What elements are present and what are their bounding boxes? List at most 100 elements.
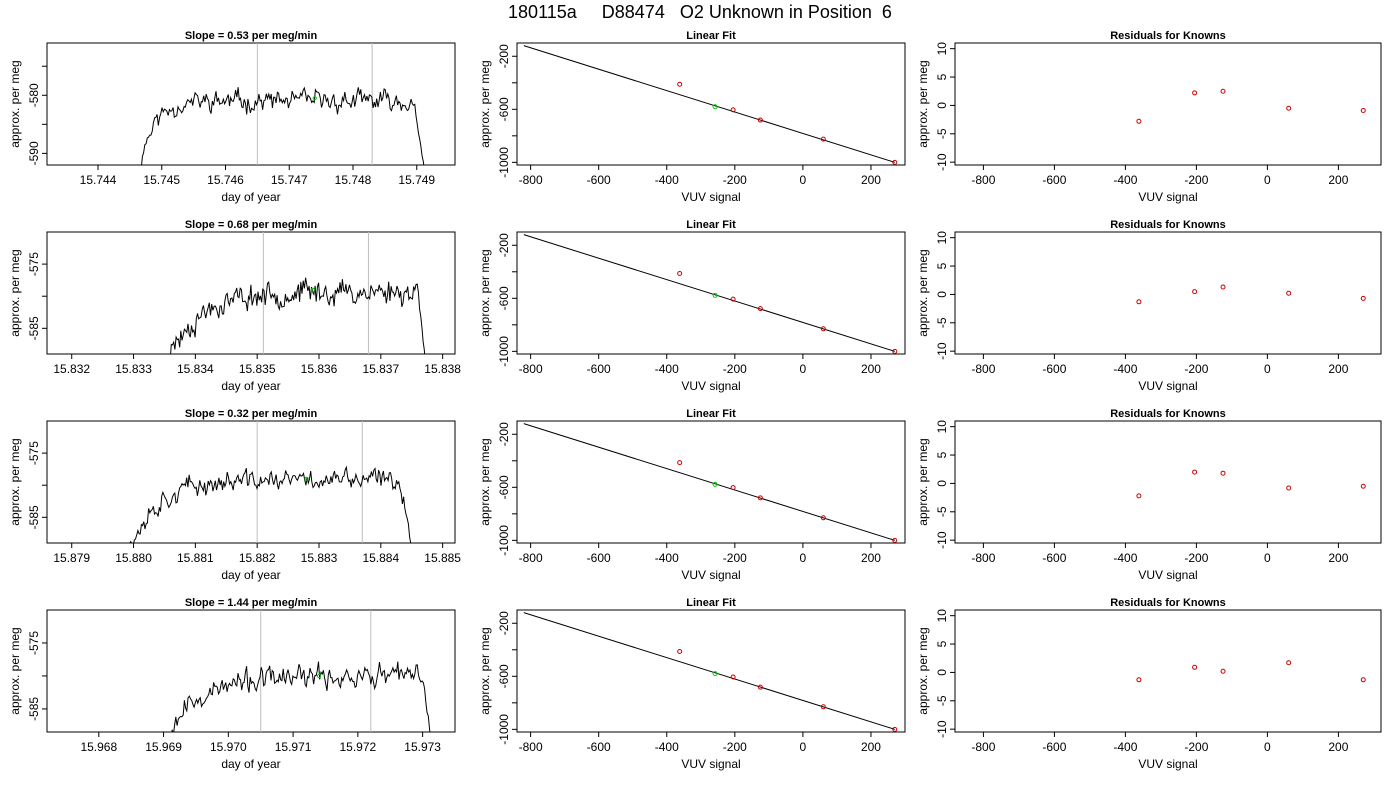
x-tick-label: -400 (1113, 362, 1137, 376)
unknown-mean-point (316, 673, 322, 679)
x-axis-label: day of year (221, 190, 280, 204)
x-tick-label: -800 (971, 173, 995, 187)
x-axis-label: VUV signal (681, 379, 740, 393)
plot-frame (516, 609, 906, 733)
x-tick-label: -600 (587, 740, 611, 754)
known-point (820, 326, 826, 332)
unknown-point (712, 104, 718, 110)
timeseries-panel-3: Slope = 0.32 per meg/min 15.879 15.880 15.8… (8, 408, 461, 582)
known-point (820, 704, 826, 710)
y-tick-label: 0 (935, 291, 949, 298)
x-tick-label: 15.880 (115, 551, 152, 565)
y-tick-label: -585 (27, 316, 41, 340)
x-tick-label: 200 (1328, 362, 1348, 376)
y-axis-label: approx. per meg (478, 627, 492, 714)
x-tick-label: -800 (971, 362, 995, 376)
residual-point (1136, 118, 1142, 124)
y-axis-label: approx. per meg (478, 249, 492, 336)
known-point (757, 684, 763, 690)
y-tick-label: -5 (935, 506, 949, 517)
unknown-point (712, 671, 718, 677)
fit-line (523, 234, 895, 352)
x-axis-label: day of year (221, 568, 280, 582)
x-tick-label: -200 (723, 551, 747, 565)
x-tick-label: 200 (861, 740, 881, 754)
x-axis-label: VUV signal (681, 190, 740, 204)
x-tick-label: -800 (519, 362, 543, 376)
plot-frame (46, 231, 456, 355)
timeseries-panel-1: Slope = 0.53 per meg/min 15.744 15.745 15.7… (8, 30, 456, 204)
x-axis-label: day of year (221, 757, 280, 771)
known-point (730, 107, 736, 113)
y-tick-label: 10 (935, 420, 949, 434)
x-tick-label: 15.968 (80, 740, 117, 754)
x-tick-label: -600 (1042, 362, 1066, 376)
x-tick-label: -800 (971, 551, 995, 565)
residual-point (1286, 485, 1292, 491)
known-point (677, 81, 683, 87)
y-tick-label: -10 (935, 720, 949, 738)
x-axis-label: VUV signal (1138, 190, 1197, 204)
known-point (730, 485, 736, 491)
y-tick-label: -575 (27, 441, 41, 465)
residual-point (1192, 90, 1198, 96)
plot-frame (954, 231, 1382, 355)
x-tick-label: -800 (971, 740, 995, 754)
y-tick-label: -600 (497, 475, 511, 499)
residual-point (1286, 660, 1292, 666)
x-tick-label: 0 (800, 551, 807, 565)
y-tick-label: -5 (935, 695, 949, 706)
plot-frame (954, 609, 1382, 733)
x-tick-label: -800 (519, 740, 543, 754)
y-axis-label: approx. per meg (478, 438, 492, 525)
x-tick-label: 200 (1328, 173, 1348, 187)
panel-title: Residuals for Knowns (1110, 219, 1226, 231)
y-tick-label: 0 (935, 480, 949, 487)
x-tick-label: -600 (587, 551, 611, 565)
y-axis-label: approx. per meg (8, 438, 22, 525)
y-tick-label: -590 (27, 141, 41, 165)
unknown-mean-point (312, 96, 317, 101)
y-tick-label: 5 (935, 262, 949, 269)
x-tick-label: 15.832 (53, 362, 90, 376)
known-point (730, 674, 736, 680)
y-tick-label: 10 (935, 231, 949, 245)
y-axis-label: approx. per meg (8, 60, 22, 147)
y-tick-label: -600 (497, 286, 511, 310)
x-tick-label: 15.883 (301, 551, 338, 565)
known-point (892, 537, 898, 543)
x-tick-label: -200 (723, 173, 747, 187)
unknown-point (712, 481, 718, 487)
plot-frame (46, 420, 456, 544)
x-tick-label: 0 (1264, 362, 1271, 376)
x-tick-label: 15.748 (335, 173, 372, 187)
residuals-panel-3: Residuals for Knowns -800 -600 -400 -200 0 200… (916, 408, 1382, 582)
plot-frame (516, 42, 906, 166)
known-point (757, 306, 763, 312)
x-tick-label: 15.747 (271, 173, 308, 187)
known-point (820, 515, 826, 521)
residual-point (1136, 677, 1142, 683)
x-tick-label: 200 (861, 362, 881, 376)
residual-point (1286, 290, 1292, 296)
x-tick-label: 15.835 (239, 362, 276, 376)
x-tick-label: 15.885 (424, 551, 461, 565)
residual-point (1220, 668, 1226, 674)
y-axis-label: approx. per meg (916, 627, 930, 714)
known-point (677, 460, 683, 466)
x-tick-label: 200 (1328, 740, 1348, 754)
x-tick-label: 15.969 (145, 740, 182, 754)
x-tick-label: 0 (800, 362, 807, 376)
x-tick-label: -800 (519, 551, 543, 565)
x-tick-label: 0 (1264, 551, 1271, 565)
y-tick-label: -200 (497, 611, 511, 635)
x-axis-label: day of year (221, 379, 280, 393)
x-tick-label: 200 (861, 551, 881, 565)
x-tick-label: -400 (1113, 173, 1137, 187)
y-tick-label: -200 (497, 44, 511, 68)
residuals-panel-2: Residuals for Knowns -800 -600 -400 -200 0 200… (916, 219, 1382, 393)
x-tick-label: 15.837 (362, 362, 399, 376)
signal-trace (163, 661, 431, 732)
linear-fit-panel-2: Linear Fit -800 -600 -400 -200 0 200 -200 -600 -1… (478, 219, 906, 393)
fit-line (523, 612, 895, 730)
